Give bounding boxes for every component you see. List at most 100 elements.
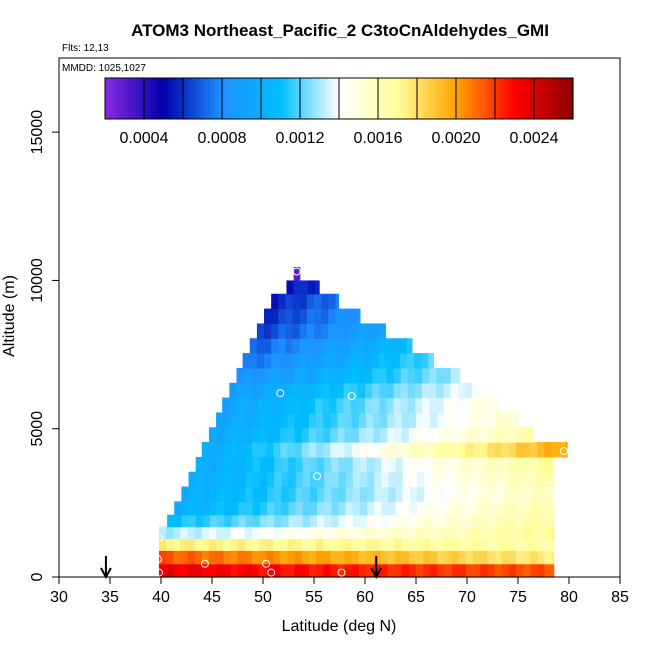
heatmap-cell bbox=[256, 323, 265, 339]
heatmap-cell bbox=[374, 501, 382, 516]
heatmap-cell bbox=[524, 471, 532, 488]
heatmap-cell bbox=[451, 550, 460, 565]
heatmap-cell bbox=[408, 538, 417, 551]
heatmap-cell bbox=[451, 526, 460, 540]
heatmap-cell bbox=[422, 367, 430, 384]
colorbar-segment bbox=[206, 78, 211, 119]
flights-label: Flts: 12,13 bbox=[62, 43, 109, 54]
heatmap-cell bbox=[530, 427, 534, 443]
heatmap-cell bbox=[187, 563, 196, 578]
heatmap-cell bbox=[209, 456, 218, 473]
heatmap-cell bbox=[357, 397, 366, 413]
heatmap-cell bbox=[278, 353, 287, 369]
heatmap-cell bbox=[267, 501, 275, 516]
heatmap-cell bbox=[372, 367, 380, 384]
heatmap-cell bbox=[288, 514, 297, 528]
heatmap-cell bbox=[481, 486, 490, 502]
heatmap-cell bbox=[407, 397, 416, 413]
heatmap-cell bbox=[359, 514, 368, 528]
heatmap-cell bbox=[438, 486, 447, 502]
heatmap-cell bbox=[230, 427, 239, 443]
heatmap-cell bbox=[338, 501, 347, 516]
heatmap-cell bbox=[422, 382, 430, 399]
colorbar-segment bbox=[218, 78, 223, 119]
heatmap-cell bbox=[402, 501, 411, 516]
heatmap-cell bbox=[299, 323, 308, 339]
heatmap-cell bbox=[472, 397, 480, 413]
colorbar-segment bbox=[518, 78, 523, 119]
heatmap-cell bbox=[351, 563, 360, 578]
heatmap-cell bbox=[495, 501, 504, 516]
heatmap-cell bbox=[401, 550, 410, 565]
colorbar-segment bbox=[467, 78, 473, 119]
sample-point bbox=[559, 447, 568, 455]
colorbar-segment bbox=[424, 78, 430, 119]
heatmap-cell bbox=[406, 353, 415, 369]
heatmap-cell bbox=[358, 526, 367, 540]
heatmap-cell bbox=[273, 526, 281, 540]
heatmap-cell bbox=[552, 501, 555, 516]
heatmap-cell bbox=[237, 412, 246, 428]
heatmap-cell bbox=[342, 353, 351, 369]
heatmap-cell bbox=[342, 338, 351, 354]
colorbar-segment bbox=[553, 78, 558, 119]
heatmap-cell bbox=[257, 397, 266, 413]
heatmap-cell bbox=[266, 526, 274, 540]
heatmap-cell bbox=[180, 526, 189, 540]
heatmap-cell bbox=[394, 563, 403, 578]
heatmap-cell bbox=[417, 501, 425, 516]
heatmap-cell bbox=[531, 471, 539, 488]
heatmap-cell bbox=[295, 471, 304, 488]
heatmap-cell bbox=[292, 353, 301, 369]
colorbar-segment bbox=[225, 78, 231, 119]
heatmap-cell bbox=[356, 308, 361, 325]
heatmap-cell bbox=[309, 514, 318, 528]
heatmap-cell bbox=[494, 538, 503, 551]
colorbar-segment bbox=[401, 78, 406, 119]
heatmap-cell bbox=[194, 550, 203, 565]
heatmap-cell bbox=[271, 338, 279, 354]
heatmap-cell bbox=[530, 442, 538, 458]
heatmap-cell bbox=[308, 412, 317, 428]
heatmap-cell bbox=[236, 382, 245, 399]
heatmap-cell bbox=[195, 501, 204, 516]
heatmap-cell bbox=[430, 427, 439, 443]
heatmap-cell bbox=[473, 550, 481, 565]
heatmap-cell bbox=[194, 526, 203, 540]
sample-point bbox=[276, 389, 285, 398]
heatmap-cell bbox=[344, 442, 353, 458]
heatmap-cell bbox=[443, 397, 452, 413]
x-tick-label: 50 bbox=[254, 589, 272, 606]
colorbar-segment bbox=[409, 78, 414, 119]
x-tick-label: 85 bbox=[611, 589, 629, 606]
heatmap-cell bbox=[264, 338, 272, 354]
heatmap-cell bbox=[187, 550, 196, 565]
heatmap-cell bbox=[301, 412, 310, 428]
heatmap-cell bbox=[216, 550, 224, 565]
heatmap-cell bbox=[509, 501, 518, 516]
heatmap-cell bbox=[316, 442, 324, 458]
heatmap-cell bbox=[423, 538, 431, 551]
heatmap-cell bbox=[278, 308, 287, 325]
heatmap-cell bbox=[358, 412, 367, 428]
heatmap-cell bbox=[430, 412, 439, 428]
colorbar-segment bbox=[307, 78, 313, 119]
heatmap-cell bbox=[244, 550, 253, 565]
heatmap-cell bbox=[406, 338, 413, 354]
heatmap-cell bbox=[545, 486, 554, 502]
heatmap-cell bbox=[230, 550, 239, 565]
heatmap-cell bbox=[317, 514, 325, 528]
colorbar-segment bbox=[335, 78, 340, 119]
heatmap-cell bbox=[487, 550, 496, 565]
heatmap-cell bbox=[187, 526, 196, 540]
heatmap-cell bbox=[266, 427, 274, 443]
heatmap-cell bbox=[330, 427, 339, 443]
colorbar-segment bbox=[362, 78, 367, 119]
heatmap-cell bbox=[351, 427, 360, 443]
heatmap-cell bbox=[458, 442, 467, 458]
heatmap-cell bbox=[258, 427, 267, 443]
heatmap-cell bbox=[301, 442, 310, 458]
heatmap-cell bbox=[216, 442, 224, 458]
heatmap-cell bbox=[181, 486, 190, 502]
heatmap-cell bbox=[174, 514, 182, 528]
